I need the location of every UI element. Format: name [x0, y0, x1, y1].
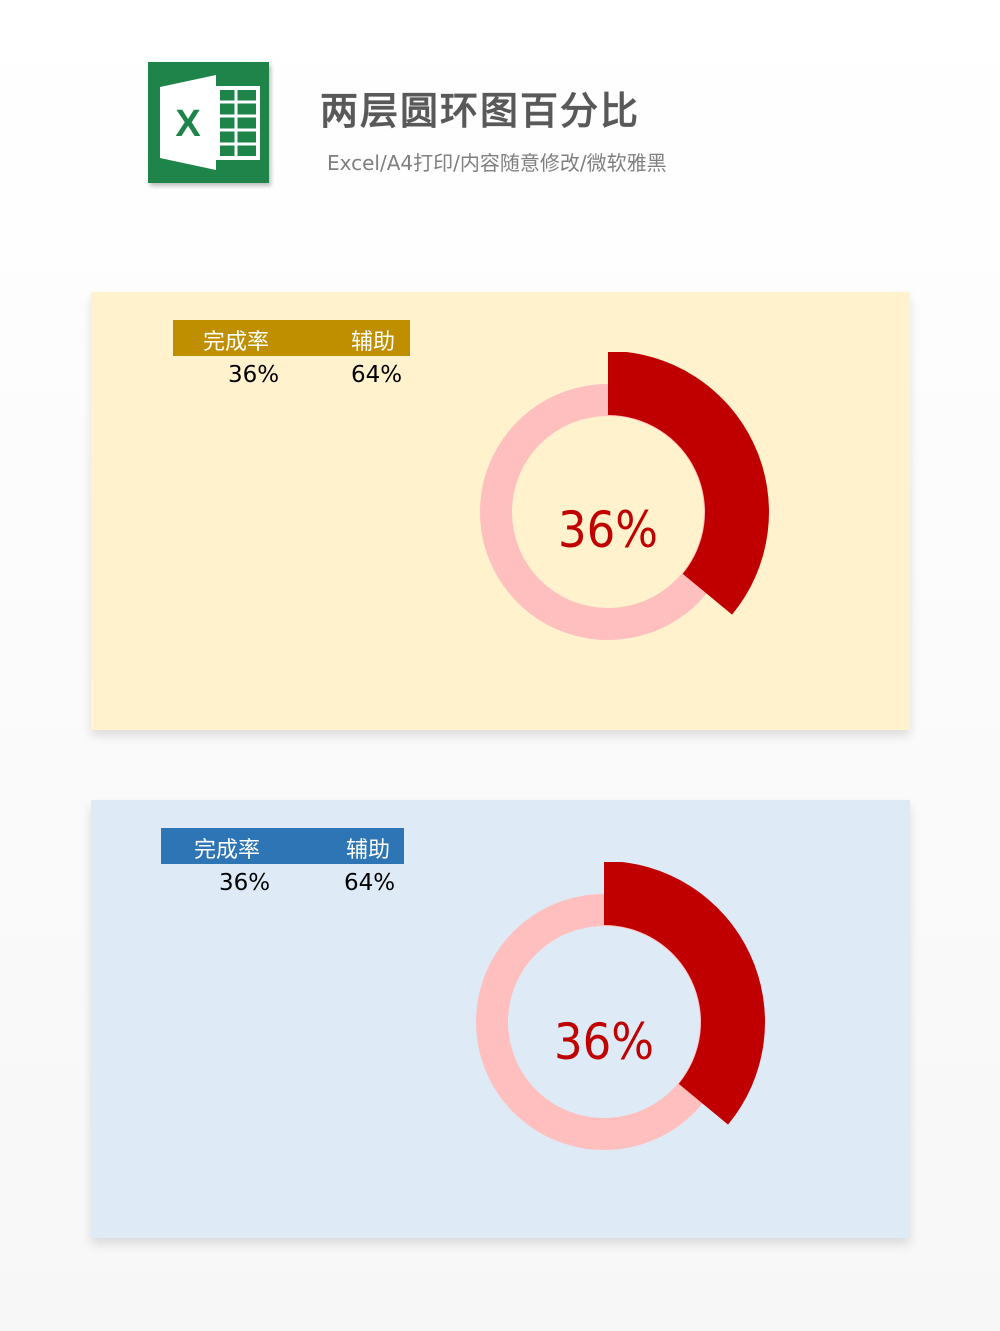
header-auxiliary: 辅助 — [351, 330, 396, 355]
table-value-row: 36% 64% — [173, 360, 410, 392]
chart-panel-blue: 完成率 辅助 36% 64% 36% — [91, 800, 910, 1238]
logo-letter: X — [175, 103, 201, 145]
table-header-row: 完成率 辅助 — [161, 828, 404, 864]
page-title: 两层圆环图百分比 — [320, 89, 641, 133]
outer-arc-slice — [608, 352, 769, 615]
header-completion-rate: 完成率 — [203, 330, 270, 355]
page-header: X 两层圆环图百分比 Excel/A4打印/内容随意修改/微软雅黑 — [0, 0, 1000, 240]
header-auxiliary: 辅助 — [346, 838, 391, 863]
value-auxiliary: 64% — [351, 362, 403, 388]
outer-arc-slice — [604, 862, 765, 1125]
page-subtitle: Excel/A4打印/内容随意修改/微软雅黑 — [327, 151, 667, 175]
excel-logo-icon: X — [148, 62, 269, 183]
header-completion-rate: 完成率 — [194, 838, 261, 863]
table-header-row: 完成率 辅助 — [173, 320, 410, 356]
table-value-row: 36% 64% — [161, 868, 404, 900]
value-completion-rate: 36% — [228, 362, 280, 388]
doughnut-chart: 36% — [480, 352, 769, 640]
value-completion-rate: 36% — [219, 870, 271, 896]
doughnut-chart: 36% — [476, 862, 765, 1150]
chart-panel-yellow: 完成率 辅助 36% 64% 36% — [91, 292, 910, 730]
center-percent-label: 36% — [558, 501, 658, 559]
center-percent-label: 36% — [554, 1013, 654, 1071]
value-auxiliary: 64% — [344, 870, 396, 896]
